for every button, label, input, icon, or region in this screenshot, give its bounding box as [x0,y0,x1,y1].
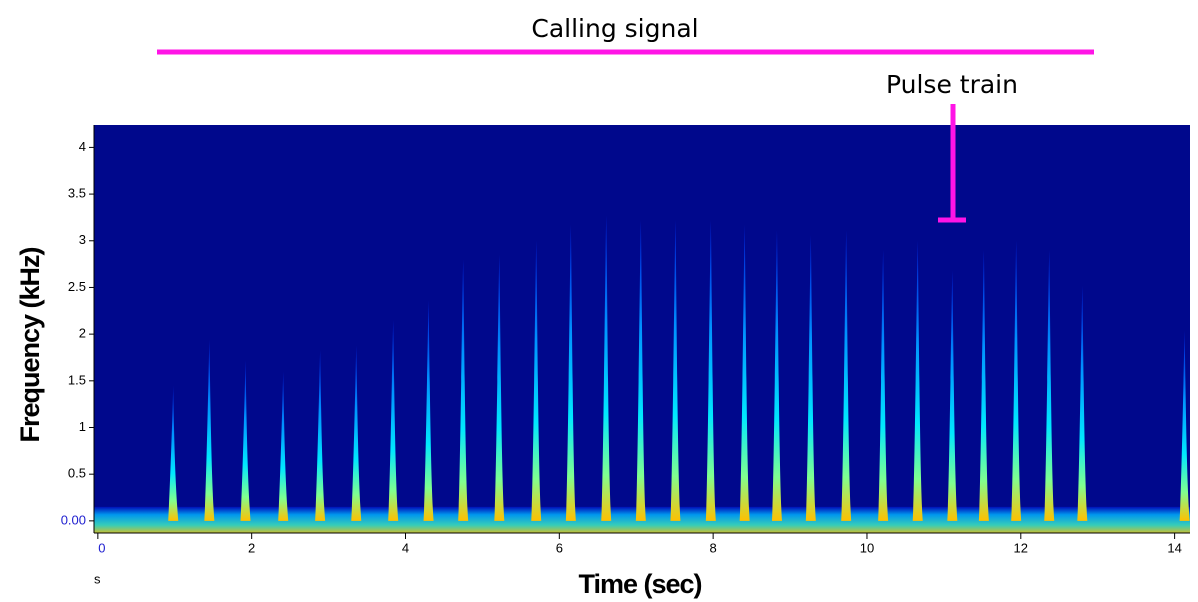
y-tick-label: 3.5 [68,186,86,201]
annotation-calling-signal: Calling signal [531,14,698,43]
x-tick-label: 8 [710,540,717,555]
x-tick-label: 14 [1167,540,1181,555]
x-tick-label: 12 [1014,540,1028,555]
x-unit-label: s [94,571,101,586]
y-tick-label: 2 [79,326,86,341]
y-tick-label: 1.5 [68,372,86,387]
x-tick-label: 10 [860,540,874,555]
y-tick-label: 2.5 [68,279,86,294]
y-tick-label: 1 [79,419,86,434]
y-tick-label: 4 [79,139,86,154]
annotation-pulse-train: Pulse train [886,70,1018,99]
y-tick-label: 0.00 [61,512,86,527]
x-tick-label: 4 [402,540,409,555]
x-tick-label: 6 [556,540,563,555]
y-axis-title: Frequency (kHz) [15,247,45,442]
chart: 0.00 0.5 1 1.5 2 2.5 3 3.5 4 0 2 4 6 8 10 12 14 Frequenc… [0,0,1198,602]
x-axis-title: Time (sec) [578,569,701,599]
y-tick-label: 0.5 [68,466,86,481]
y-tick-label: 3 [79,232,86,247]
x-tick-label: 2 [248,540,255,555]
x-tick-label: 0 [98,540,105,555]
